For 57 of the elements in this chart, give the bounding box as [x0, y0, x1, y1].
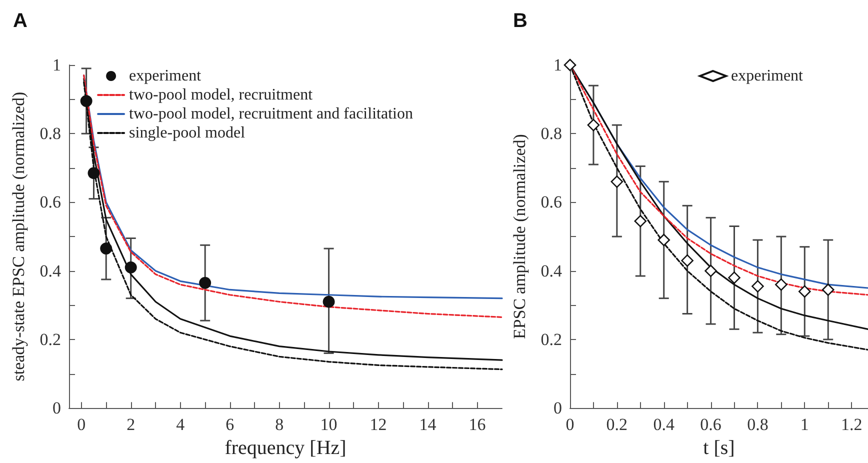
point	[124, 261, 137, 274]
y-tick-label: 1	[554, 56, 562, 74]
y-tick-label: 0	[52, 398, 61, 418]
x-tick-label: 4	[176, 415, 186, 434]
point	[681, 254, 694, 267]
point	[564, 58, 576, 72]
x-tick-label: 1.2	[840, 415, 862, 434]
point	[199, 276, 212, 289]
y-axis-title: EPSC amplitude (normalized)	[510, 134, 529, 340]
y-tick-label: 0.4	[40, 261, 62, 280]
y-tick-label: 1	[52, 56, 61, 74]
x-axis-title: t [s]	[703, 437, 735, 459]
y-tick-label: 0.8	[40, 124, 61, 144]
point	[775, 278, 788, 291]
x-tick-label: 10	[320, 415, 338, 434]
point	[322, 296, 335, 308]
x-tick-label: 0.8	[747, 415, 768, 434]
x-tick-label: 0.4	[653, 415, 675, 434]
y-axis-title: steady-state EPSC amplitude (normalized)	[9, 92, 28, 382]
point	[822, 284, 834, 296]
x-tick-label: 12	[370, 415, 387, 434]
legend-label: single-pool model	[129, 124, 246, 142]
legend-label: two-pool model, recruitment and facilitation	[129, 106, 413, 122]
x-tick-label: 0.2	[606, 415, 628, 434]
point	[752, 280, 764, 292]
point	[704, 264, 717, 278]
y-tick-label: 0.2	[540, 330, 562, 349]
point	[610, 176, 624, 188]
point	[798, 285, 811, 298]
chart-title: B	[513, 10, 528, 32]
x-tick-label: 14	[419, 415, 437, 434]
x-tick-label: 6	[226, 415, 234, 434]
point	[634, 214, 647, 228]
point	[587, 118, 600, 132]
x-tick-label: 2	[126, 415, 136, 434]
chart-title: A	[13, 10, 28, 32]
y-tick-label: 0	[554, 398, 562, 418]
y-tick-label: 0.2	[40, 330, 61, 349]
point	[100, 242, 112, 255]
x-tick-label: 8	[275, 415, 284, 434]
legend-label: two-pool model, recruitment	[129, 86, 314, 104]
x-tick-label: 0	[566, 415, 574, 434]
x-tick-label: 0	[77, 415, 86, 434]
x-tick-label: 1	[800, 415, 809, 434]
point	[658, 234, 670, 246]
y-tick-label: 0.6	[40, 192, 61, 212]
x-axis-title: frequency [Hz]	[224, 437, 346, 459]
y-tick-label: 0.6	[540, 192, 562, 212]
y-tick-label: 0.4	[540, 261, 562, 280]
point	[728, 272, 740, 284]
y-tick-label: 0.8	[540, 124, 562, 144]
x-tick-label: 0.6	[700, 415, 722, 434]
point	[80, 95, 92, 108]
legend-label: experiment	[731, 68, 804, 84]
point	[88, 167, 100, 180]
legend-label: experiment	[129, 68, 202, 84]
x-tick-label: 16	[468, 415, 486, 434]
